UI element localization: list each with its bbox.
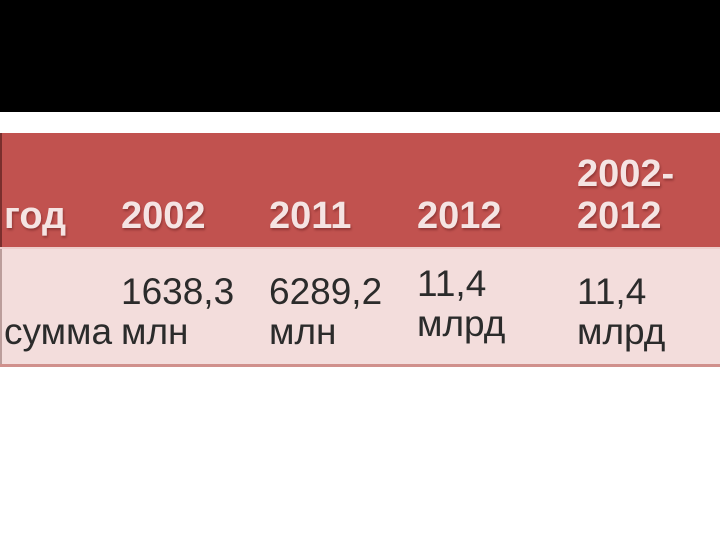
cell-text: сумма <box>4 310 113 352</box>
cell-text: 6289,2 млн <box>269 270 383 352</box>
header-cell-text: 2012 <box>417 195 502 237</box>
title-block <box>0 0 720 112</box>
table-header-row: год 2002 2011 2012 2002-2012 <box>0 133 720 249</box>
row-label-cell: сумма <box>0 248 119 367</box>
table-cell-2012-value: 11,4 млрд <box>415 248 575 367</box>
cell-text: 1638,3 млн <box>121 270 235 352</box>
header-cell-2002: 2002 <box>119 133 267 249</box>
cell-text: 11,4 млрд <box>417 262 506 344</box>
table-cell-2011-value: 6289,2 млн <box>267 248 415 367</box>
header-cell-year-label: год <box>0 133 119 249</box>
data-table: год 2002 2011 2012 2002-2012 сумма <box>0 133 720 367</box>
header-cell-text: 2011 <box>269 195 352 237</box>
table-cell-2002-2012-value: 11,4 млрд <box>575 248 720 367</box>
header-cell-2012: 2012 <box>415 133 575 249</box>
header-cell-2011: 2011 <box>267 133 415 249</box>
table-row: сумма 1638,3 млн 6289,2 млн 11,4 млрд 11… <box>0 248 720 367</box>
header-cell-text: год <box>4 195 67 237</box>
header-cell-text: 2002 <box>121 195 206 237</box>
header-cell-2002-2012: 2002-2012 <box>575 133 720 249</box>
table-cell-2002-value: 1638,3 млн <box>119 248 267 367</box>
header-cell-text: 2002-2012 <box>577 153 675 237</box>
cell-text: 11,4 млрд <box>577 270 666 352</box>
